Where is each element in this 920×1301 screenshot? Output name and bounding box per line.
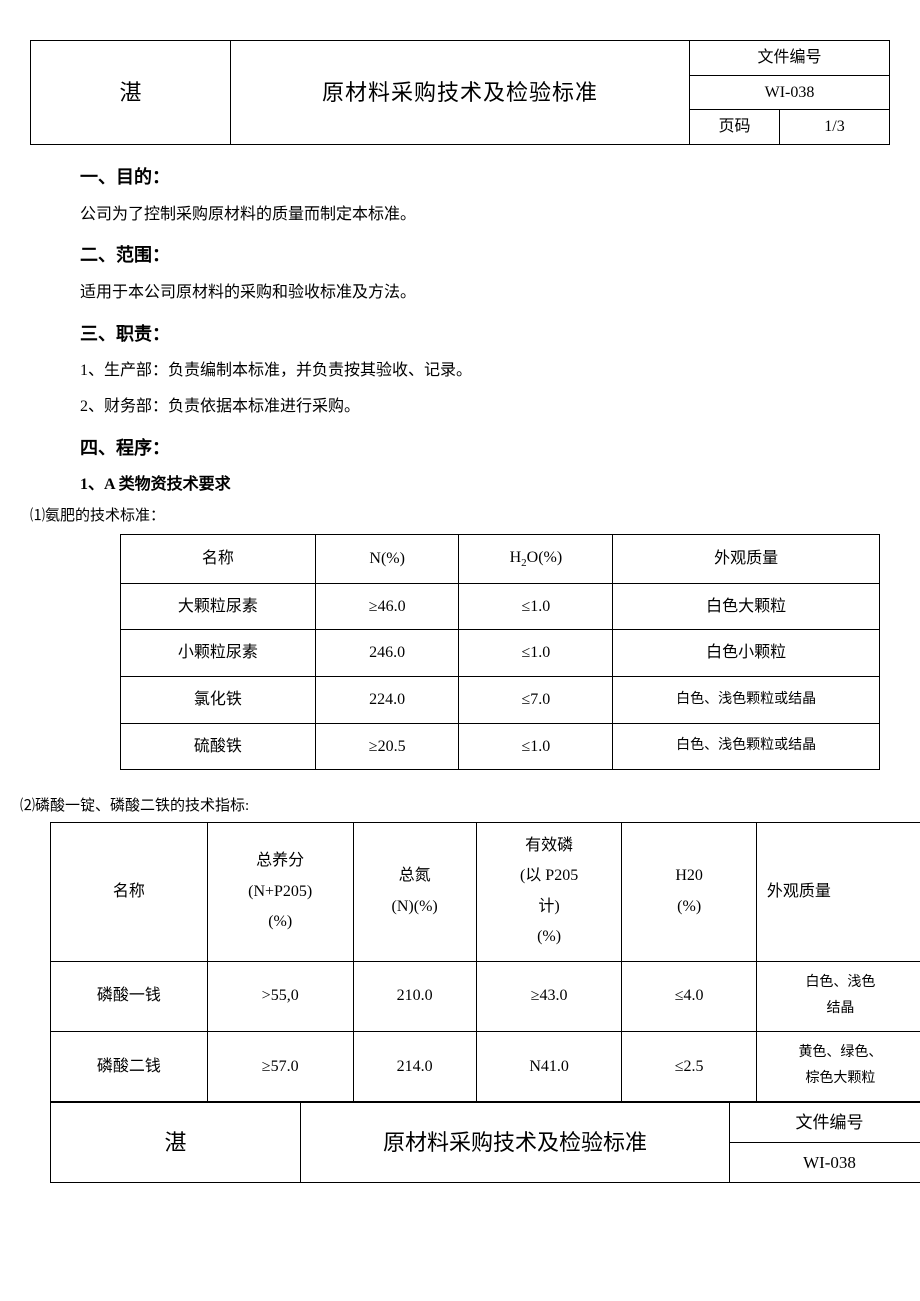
cell: ≥43.0 — [476, 961, 622, 1031]
cell: N41.0 — [476, 1031, 622, 1101]
section-3-item1: 1、生产部：负责编制本标准，并负责按其验收、记录。 — [80, 358, 840, 384]
table-phosphate: 名称 总养分 (N+P205) (%) 总氮 (N)(%) 有效磷 (以 P20… — [50, 822, 920, 1102]
document-header: 湛 原材料采购技术及检验标准 文件编号 WI-038 页码 1/3 — [30, 40, 890, 145]
table-row: 硫酸铁 ≥20.5 ≤1.0 白色、浅色颗粒或结晶 — [121, 723, 880, 770]
cell: 214.0 — [353, 1031, 476, 1101]
section-3-item2: 2、财务部：负责依据本标准进行采购。 — [80, 394, 840, 420]
table-row: 大颗粒尿素 ≥46.0 ≤1.0 白色大颗粒 — [121, 583, 880, 630]
table-row: 磷酸二钱 ≥57.0 214.0 N41.0 ≤2.5 黄色、绿色、 棕色大颗粒 — [51, 1031, 920, 1101]
table-row: 名称 总养分 (N+P205) (%) 总氮 (N)(%) 有效磷 (以 P20… — [51, 823, 920, 962]
page-value: 1/3 — [780, 110, 890, 145]
section-2-body: 适用于本公司原材料的采购和验收标准及方法。 — [80, 280, 840, 306]
cell: ≤1.0 — [459, 583, 613, 630]
page-label: 页码 — [690, 110, 780, 145]
footer-logo: 湛 — [51, 1103, 301, 1183]
table1-header-appearance: 外观质量 — [613, 534, 880, 583]
footer-doc-no-label: 文件编号 — [730, 1103, 920, 1143]
cell: 黄色、绿色、 棕色大颗粒 — [756, 1031, 920, 1101]
section-4-heading: 四、程序： — [80, 434, 840, 463]
cell: ≥57.0 — [207, 1031, 353, 1101]
cell: ≤7.0 — [459, 676, 613, 723]
cell: 氯化铁 — [121, 676, 316, 723]
table1-header-name: 名称 — [121, 534, 316, 583]
cell: 210.0 — [353, 961, 476, 1031]
cell: 白色、浅色颗粒或结晶 — [613, 723, 880, 770]
cell: 磷酸二钱 — [51, 1031, 208, 1101]
cell: 磷酸一钱 — [51, 961, 208, 1031]
cell: ≤2.5 — [622, 1031, 756, 1101]
table2-header-total-nutrient: 总养分 (N+P205) (%) — [207, 823, 353, 962]
document-footer-header: 湛 原材料采购技术及检验标准 文件编号 WI-038 — [50, 1102, 920, 1183]
footer-doc-no: WI-038 — [730, 1143, 920, 1183]
cell: 白色、浅色 结晶 — [756, 961, 920, 1031]
table-nitrogen-fertilizer: 名称 N(%) H2O(%) 外观质量 大颗粒尿素 ≥46.0 ≤1.0 白色大… — [120, 534, 880, 770]
section-2-heading: 二、范围： — [80, 241, 840, 270]
cell: 白色、浅色颗粒或结晶 — [613, 676, 880, 723]
cell: >55,0 — [207, 961, 353, 1031]
cell: 硫酸铁 — [121, 723, 316, 770]
section-4-sub1: 1、A 类物资技术要求 — [80, 472, 840, 498]
document-body: 一、目的： 公司为了控制采购原材料的质量而制定本标准。 二、范围： 适用于本公司… — [30, 163, 890, 1184]
table-row: 名称 N(%) H2O(%) 外观质量 — [121, 534, 880, 583]
cell: 246.0 — [315, 630, 459, 677]
cell: ≥46.0 — [315, 583, 459, 630]
table-row: 磷酸一钱 >55,0 210.0 ≥43.0 ≤4.0 白色、浅色 结晶 — [51, 961, 920, 1031]
table2-header-total-n: 总氮 (N)(%) — [353, 823, 476, 962]
section-1-heading: 一、目的： — [80, 163, 840, 192]
cell: 白色大颗粒 — [613, 583, 880, 630]
cell: 白色小颗粒 — [613, 630, 880, 677]
table-row: 氯化铁 224.0 ≤7.0 白色、浅色颗粒或结晶 — [121, 676, 880, 723]
doc-number-label: 文件编号 — [690, 41, 890, 76]
table1-caption: ⑴氨肥的技术标准： — [30, 504, 840, 528]
table-row: 小颗粒尿素 246.0 ≤1.0 白色小颗粒 — [121, 630, 880, 677]
footer-title: 原材料采购技术及检验标准 — [301, 1103, 730, 1183]
table2-caption: ⑵磷酸一锭、磷酸二铁的技术指标: — [20, 794, 840, 818]
cell: ≤1.0 — [459, 723, 613, 770]
table2-header-appearance: 外观质量 — [756, 823, 920, 962]
header-title: 原材料采购技术及检验标准 — [231, 41, 690, 145]
cell: ≤4.0 — [622, 961, 756, 1031]
doc-number: WI-038 — [690, 75, 890, 110]
cell: 大颗粒尿素 — [121, 583, 316, 630]
table2-header-name: 名称 — [51, 823, 208, 962]
table2-header-h2o: H20 (%) — [622, 823, 756, 962]
header-logo: 湛 — [31, 41, 231, 145]
section-1-body: 公司为了控制采购原材料的质量而制定本标准。 — [80, 202, 840, 228]
cell: ≤1.0 — [459, 630, 613, 677]
table1-header-h2o: H2O(%) — [459, 534, 613, 583]
cell: 224.0 — [315, 676, 459, 723]
cell: ≥20.5 — [315, 723, 459, 770]
table1-header-n: N(%) — [315, 534, 459, 583]
table2-header-effective-p: 有效磷 (以 P205 计) (%) — [476, 823, 622, 962]
cell: 小颗粒尿素 — [121, 630, 316, 677]
section-3-heading: 三、职责： — [80, 320, 840, 349]
